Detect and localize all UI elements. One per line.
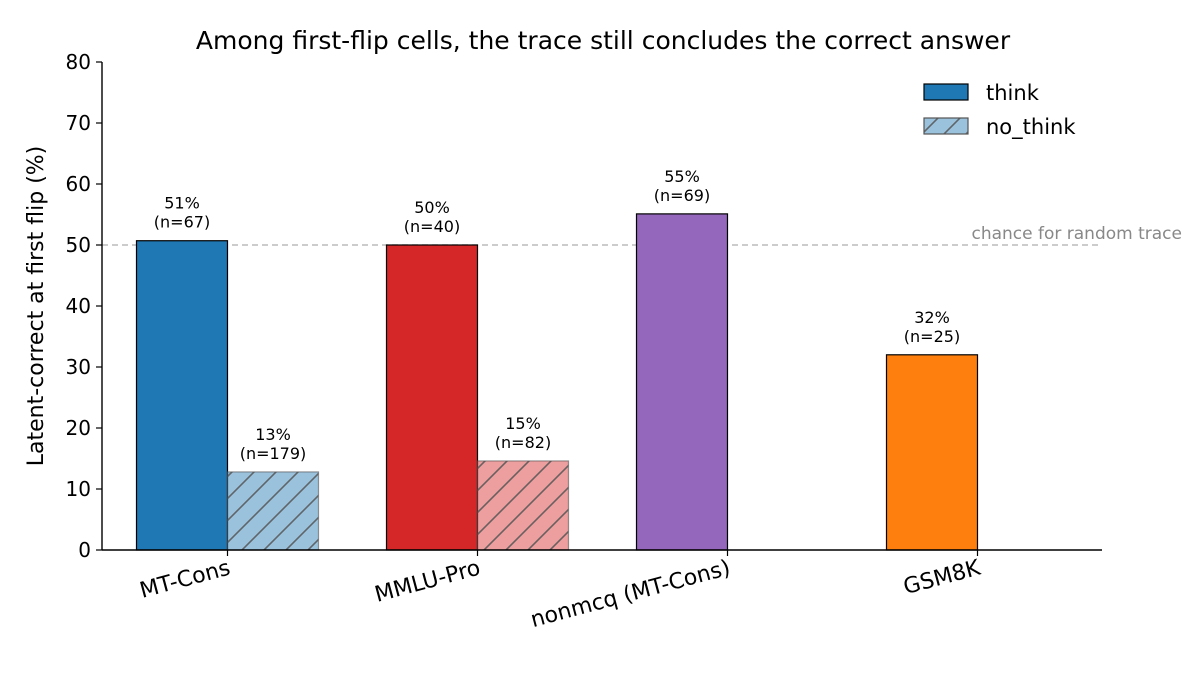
data-label-pct-think-2: 55% xyxy=(664,167,700,186)
data-label-n-think-3: (n=25) xyxy=(904,327,960,346)
data-label-n-think-2: (n=69) xyxy=(654,186,710,205)
bar-think-3 xyxy=(885,354,979,551)
x-tick-label: MMLU-Pro xyxy=(372,556,483,608)
bar-no_think-0 xyxy=(226,471,320,551)
y-tick-label: 50 xyxy=(66,233,91,257)
y-tick-label: 10 xyxy=(66,477,91,501)
y-tick-label: 30 xyxy=(66,355,91,379)
data-label-n-no_think-0: (n=179) xyxy=(240,444,307,463)
y-tick-label: 60 xyxy=(66,172,91,196)
data-label-n-no_think-1: (n=82) xyxy=(495,433,551,452)
x-tick-label: GSM8K xyxy=(901,556,984,601)
y-tick-label: 40 xyxy=(66,294,91,318)
data-label-n-think-0: (n=67) xyxy=(154,213,210,232)
bar-think-2 xyxy=(635,213,729,551)
legend-label-think: think xyxy=(986,81,1040,105)
y-axis-label: Latent-correct at first flip (%) xyxy=(24,146,49,467)
data-label-pct-think-0: 51% xyxy=(164,194,200,213)
data-label-pct-think-3: 32% xyxy=(914,308,950,327)
x-tick-label: MT-Cons xyxy=(137,556,233,604)
legend-swatch-think xyxy=(923,83,969,101)
bar-no_think-1 xyxy=(476,460,570,551)
data-label-n-think-1: (n=40) xyxy=(404,217,460,236)
legend-label-no_think: no_think xyxy=(986,115,1076,140)
data-label-pct-no_think-1: 15% xyxy=(505,414,541,433)
x-tick-label: nonmcq (MT-Cons) xyxy=(528,556,733,633)
data-label-pct-no_think-0: 13% xyxy=(255,425,291,444)
legend-swatch-no_think xyxy=(923,117,969,135)
y-tick-label: 20 xyxy=(66,416,91,440)
bar-think-1 xyxy=(385,244,479,551)
bar-think-0 xyxy=(135,240,229,551)
y-tick-label: 0 xyxy=(78,538,91,562)
reference-line-label: chance for random trace xyxy=(971,224,1182,244)
data-label-pct-think-1: 50% xyxy=(414,198,450,217)
y-tick-label: 70 xyxy=(66,111,91,135)
chart-title: Among first-flip cells, the trace still … xyxy=(196,26,1011,55)
y-tick-label: 80 xyxy=(66,50,91,74)
legend: think no_think xyxy=(923,81,1076,140)
